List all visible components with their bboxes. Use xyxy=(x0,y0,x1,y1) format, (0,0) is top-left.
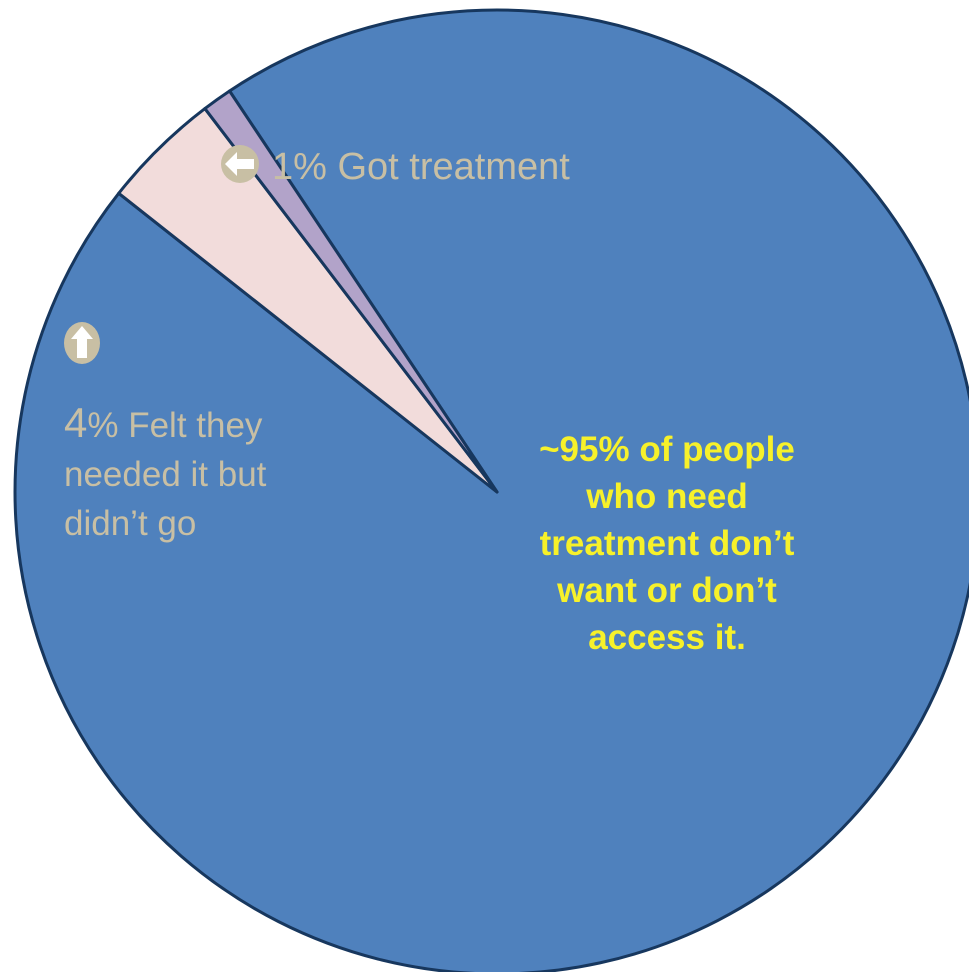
felt-needed-label: 4% Felt they needed it but didn’t go xyxy=(64,398,266,548)
main-label-line2: who need xyxy=(586,477,748,516)
main-slice-label: ~95% of people who need treatment don’t … xyxy=(482,426,852,661)
main-label-line5: access it. xyxy=(588,618,746,657)
felt-needed-line3: didn’t go xyxy=(64,504,197,543)
arrow-left-icon xyxy=(221,145,259,183)
main-label-line1: ~95% of people xyxy=(539,430,795,469)
main-label-line4: want or don’t xyxy=(557,571,777,610)
got-treatment-label: 1% Got treatment xyxy=(272,146,570,188)
pie-slice-got-treatment xyxy=(203,89,499,494)
arrow-up-icon xyxy=(64,322,100,364)
felt-needed-number: 4 xyxy=(64,399,88,446)
felt-needed-text: % Felt they xyxy=(87,406,263,445)
felt-needed-line1: 4% Felt they xyxy=(64,398,266,450)
felt-needed-line2: needed it but xyxy=(64,455,267,494)
main-label-line3: treatment don’t xyxy=(539,524,795,563)
pie-slice-didnt-access xyxy=(13,8,969,972)
